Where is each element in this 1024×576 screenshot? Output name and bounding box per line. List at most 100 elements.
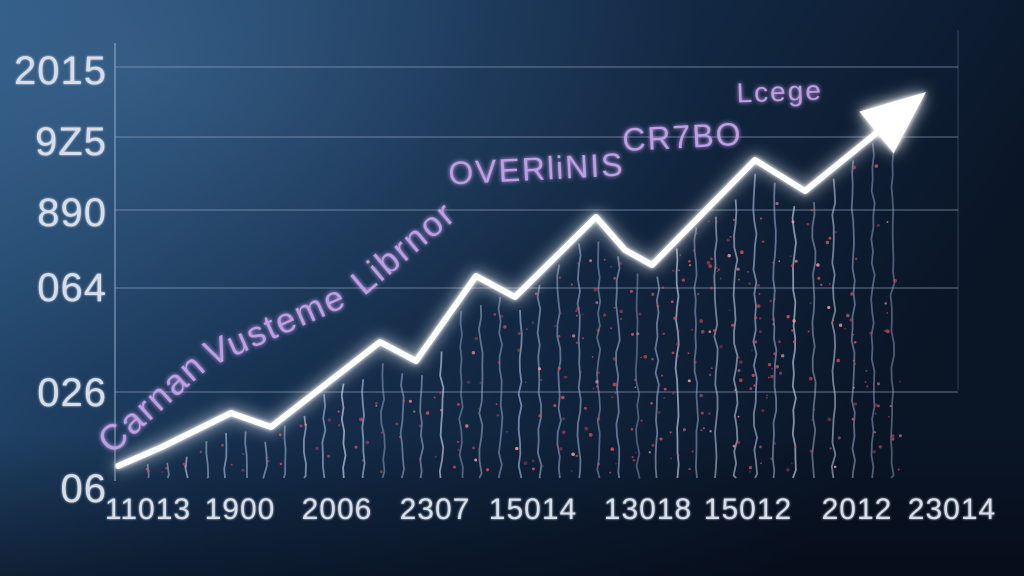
speckle-dot: [571, 334, 576, 338]
data-stripe: [184, 456, 189, 479]
speckle-dot: [820, 283, 823, 287]
speckle-dot: [610, 396, 614, 399]
speckle-dot: [199, 450, 202, 453]
speckle-dot: [778, 340, 781, 344]
speckle-dot: [479, 381, 482, 384]
speckle-dot: [609, 471, 612, 474]
speckle-dot: [700, 428, 703, 432]
speckle-dot: [837, 436, 841, 440]
speckle-dot: [749, 387, 753, 391]
speckle-dot: [517, 331, 521, 335]
speckle-dot: [669, 457, 672, 460]
speckle-dot: [598, 390, 601, 394]
speckle-dot: [828, 236, 832, 240]
speckle-dot: [770, 457, 774, 461]
data-stripe: [458, 310, 464, 479]
speckle-dot: [756, 304, 761, 308]
speckle-dot: [643, 354, 648, 359]
speckle-dot: [766, 394, 768, 397]
trend-line: [115, 119, 893, 469]
speckle-dot: [399, 436, 401, 438]
speckle-dot: [669, 431, 672, 434]
speckle-dot: [707, 220, 710, 223]
speckle-dot: [581, 337, 585, 340]
speckle-dot: [538, 414, 542, 418]
data-stripe: [205, 440, 210, 479]
overlay-label: CR7BO: [621, 116, 743, 158]
speckle-dot: [596, 371, 600, 375]
speckle-dot: [610, 265, 612, 268]
speckle-dot: [588, 433, 593, 437]
speckle-dot: [781, 354, 785, 358]
speckle-dot: [531, 459, 535, 463]
speckle-dot: [748, 282, 751, 285]
data-stripe: [674, 248, 680, 479]
speckle-dot: [810, 208, 813, 212]
speckle-dot: [425, 411, 430, 415]
speckle-dot: [770, 374, 774, 379]
speckle-dot: [825, 240, 830, 245]
speckle-dot: [866, 385, 869, 388]
speckle-dot: [570, 283, 573, 286]
speckle-dot: [614, 392, 617, 395]
speckle-dot: [761, 409, 765, 412]
speckle-dot: [563, 375, 567, 379]
speckle-dot: [833, 465, 837, 469]
speckle-dot: [757, 283, 760, 287]
data-stripe: [752, 173, 759, 479]
speckle-dot: [738, 360, 743, 364]
speckle-dot: [474, 336, 478, 341]
speckle-dot: [876, 223, 880, 227]
speckle-dot: [145, 467, 149, 471]
speckle-dot: [749, 470, 751, 473]
speckle-dot: [651, 357, 654, 361]
speckle-dot: [716, 270, 719, 273]
speckle-dot: [582, 313, 584, 316]
speckle-dot: [299, 424, 303, 428]
speckle-dot: [676, 453, 680, 457]
speckle-dot: [751, 373, 755, 378]
speckle-dot: [562, 430, 566, 435]
speckle-dot: [687, 352, 690, 355]
speckle-dot: [816, 263, 820, 267]
speckle-dot: [612, 382, 617, 387]
speckle-dot: [886, 221, 889, 223]
speckle-dot: [771, 317, 775, 321]
speckle-dot: [737, 356, 741, 360]
speckle-dot: [772, 323, 774, 326]
speckle-dot: [659, 437, 663, 441]
speckle-dot: [506, 430, 508, 433]
speckle-dot: [619, 261, 623, 265]
speckle-dot: [827, 417, 832, 422]
speckle-dot: [575, 341, 579, 344]
speckle-dot: [765, 396, 768, 399]
speckle-dot: [610, 327, 613, 330]
speckle-dot: [809, 302, 812, 305]
speckle-dot: [852, 165, 856, 170]
speckle-dot: [267, 456, 269, 459]
speckle-dot: [775, 201, 779, 206]
speckle-dot: [651, 443, 655, 447]
speckle-dot: [456, 403, 460, 406]
speckle-dot: [771, 367, 773, 370]
speckle-dot: [719, 344, 723, 349]
y-tick-label: 026: [37, 371, 107, 415]
speckle-dot: [759, 445, 762, 449]
speckle-dot: [503, 325, 507, 329]
speckle-dot: [375, 401, 378, 405]
speckle-dot: [161, 471, 164, 473]
speckle-dot: [584, 426, 589, 431]
speckle-dot: [773, 442, 777, 445]
speckle-dot: [571, 452, 575, 457]
data-stripe: [576, 243, 582, 479]
speckle-dot: [710, 367, 713, 370]
speckle-dot: [565, 375, 568, 379]
speckle-dot: [440, 409, 443, 412]
speckle-dot: [603, 258, 606, 261]
speckle-dot: [715, 221, 718, 223]
speckle-dot: [395, 422, 399, 426]
speckle-dot: [759, 217, 763, 220]
data-stripe: [380, 363, 386, 479]
speckle-dot: [661, 286, 665, 289]
